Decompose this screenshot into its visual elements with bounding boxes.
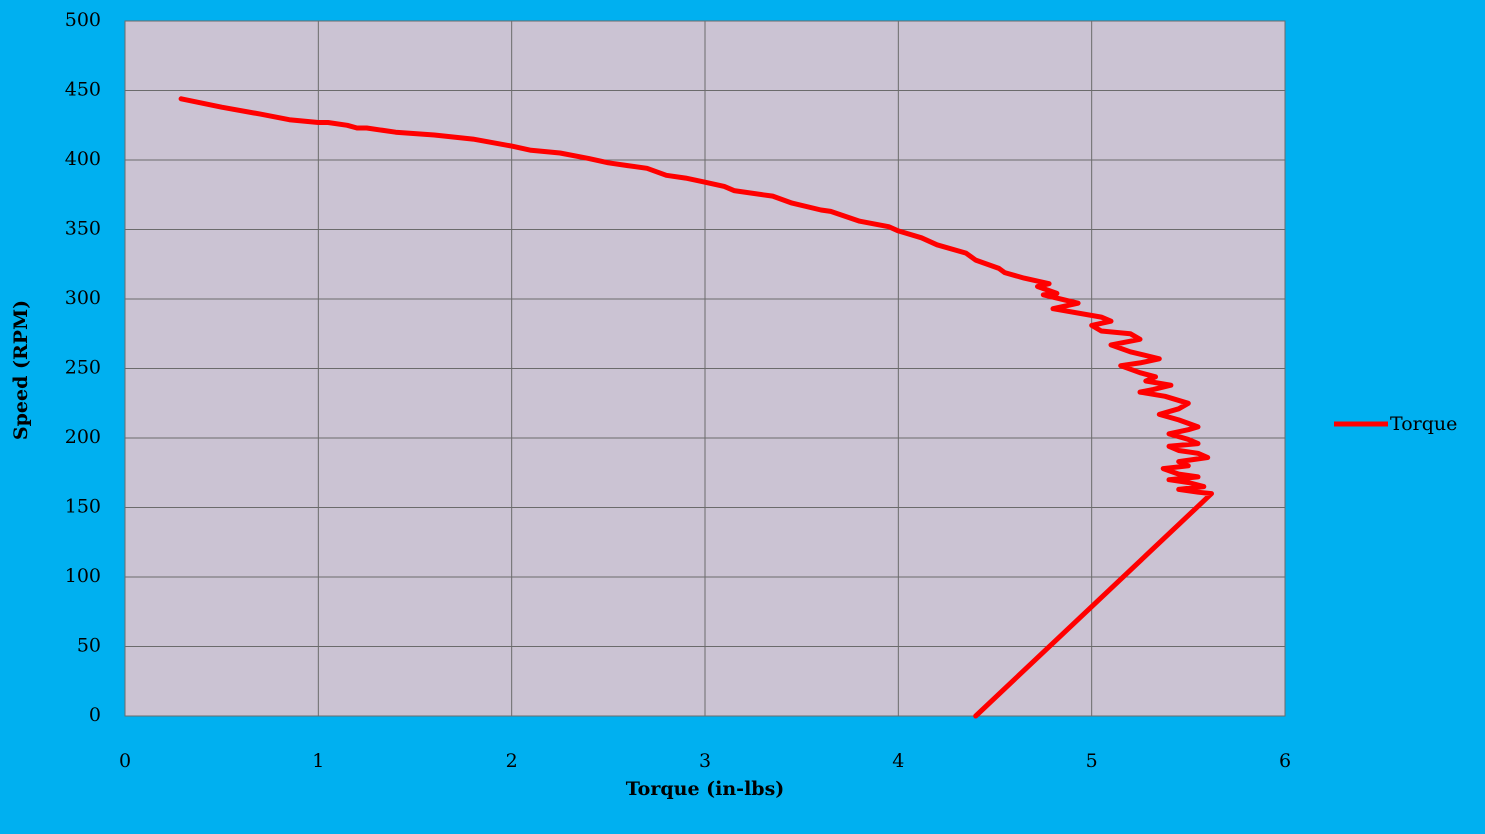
y-axis-ticks: 0 50 100 150 200 250 300 350 400 450 500	[65, 9, 101, 726]
x-tick-label: 1	[312, 750, 324, 772]
y-tick-label: 150	[65, 496, 101, 518]
y-tick-label: 300	[65, 287, 101, 309]
y-tick-label: 250	[65, 357, 101, 379]
x-tick-label: 2	[506, 750, 518, 772]
legend: Torque	[1334, 413, 1457, 435]
y-tick-label: 0	[89, 704, 101, 726]
y-tick-label: 50	[77, 635, 101, 657]
series-line-torque	[178, 96, 1214, 719]
y-tick-label: 450	[65, 79, 101, 101]
series-layer	[178, 96, 1214, 719]
x-tick-label: 5	[1086, 750, 1098, 772]
x-tick-label: 4	[892, 750, 904, 772]
y-tick-label: 400	[65, 148, 101, 170]
legend-label-torque: Torque	[1390, 413, 1457, 435]
y-tick-label: 200	[65, 426, 101, 448]
y-tick-label: 350	[65, 218, 101, 240]
x-tick-label: 6	[1279, 750, 1291, 772]
y-tick-label: 100	[65, 565, 101, 587]
y-tick-label: 500	[65, 9, 101, 31]
x-tick-label: 0	[119, 750, 131, 772]
grid-lines	[124, 20, 1286, 717]
x-axis-ticks: 0 1 2 3 4 5 6	[119, 750, 1291, 772]
y-axis-title: Speed (RPM)	[10, 300, 32, 440]
x-tick-label: 3	[699, 750, 711, 772]
x-axis-title: Torque (in-lbs)	[626, 778, 785, 800]
